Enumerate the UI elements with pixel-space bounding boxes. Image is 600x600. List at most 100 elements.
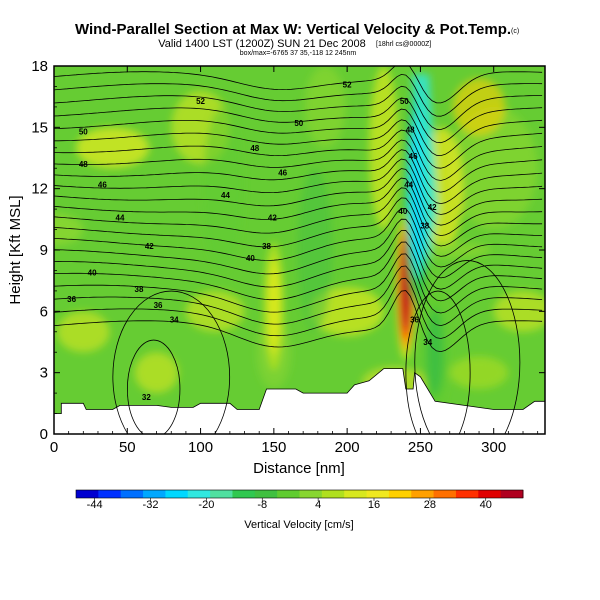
contour-label-text: 52 xyxy=(196,97,205,106)
colorbar-swatch xyxy=(165,490,189,498)
colorbar-swatch xyxy=(277,490,300,498)
theta-contour xyxy=(54,290,543,353)
contour-label: 46 xyxy=(278,168,287,177)
contour-label: 48 xyxy=(250,144,259,153)
contour-label-text: 38 xyxy=(262,242,271,251)
subtitle-location: box/max=-6765 37 35,-118 12 245nm xyxy=(240,50,357,57)
contour-label: 44 xyxy=(221,191,230,200)
velocity-patch xyxy=(202,107,243,271)
contour-label: 40 xyxy=(398,207,407,216)
theta-contour-closed xyxy=(126,339,181,434)
colorbar-frame xyxy=(75,489,524,499)
colorbar-swatch xyxy=(98,490,122,498)
contour-label-text: 46 xyxy=(278,168,287,177)
velocity-patch xyxy=(369,66,399,230)
y-tick-label: 18 xyxy=(31,58,48,75)
x-tick-label: 200 xyxy=(335,439,360,456)
velocity-patch xyxy=(452,78,506,136)
theta-contour xyxy=(54,207,543,268)
contour-label: 46 xyxy=(98,181,107,190)
x-tick-label: 150 xyxy=(261,439,286,456)
theta-contour xyxy=(54,73,543,117)
contour-label: 36 xyxy=(410,316,419,325)
velocity-patch xyxy=(54,213,84,246)
contour-label: 34 xyxy=(423,338,432,347)
contour-label: 36 xyxy=(67,295,76,304)
theta-contour xyxy=(54,265,543,327)
contour-label: 52 xyxy=(196,97,205,106)
velocity-patch xyxy=(449,356,509,389)
contour-label: 38 xyxy=(420,221,429,230)
contour-label-text: 36 xyxy=(410,316,419,325)
contour-label-text: 36 xyxy=(67,295,76,304)
x-axis: 0 50 100 150 200 250 300 xyxy=(50,66,539,456)
colorbar-swatch xyxy=(321,490,345,498)
x-tick-label: 100 xyxy=(188,439,213,456)
contour-label-text: 38 xyxy=(420,221,429,230)
colorbar-tick-label: -44 xyxy=(87,499,103,511)
colorbar: -44 -32 -20 -8 4 16 28 40 xyxy=(75,489,524,511)
colorbar-swatch xyxy=(299,490,323,498)
subtitle-note: [18hrl cs@0000Z] xyxy=(376,41,431,48)
x-tick-label: 50 xyxy=(119,439,136,456)
theta-contour xyxy=(54,253,543,314)
downdraft-streak xyxy=(411,74,439,271)
colorbar-swatch xyxy=(187,490,211,498)
colorbar-swatch xyxy=(411,490,435,498)
colorbar-swatch xyxy=(366,490,390,498)
plot-area: 52 52 50 50 50 48 48 48 46 46 46 44 44 44 42 42 42 40 40 40… xyxy=(54,66,545,434)
contour-label: 52 xyxy=(343,80,352,89)
contour-label: 46 xyxy=(409,152,418,161)
x-axis-label: Distance [nm] xyxy=(253,460,345,477)
contour-label: 38 xyxy=(135,285,144,294)
x-tick-label: 250 xyxy=(408,439,433,456)
contour-label: 50 xyxy=(400,97,409,106)
velocity-patch xyxy=(297,168,333,332)
contour-label-text: 42 xyxy=(268,213,277,222)
contour-label-text: 48 xyxy=(250,144,259,153)
y-tick-label: 3 xyxy=(40,365,48,382)
title-mark: (c) xyxy=(511,28,519,35)
theta-contour xyxy=(54,218,543,279)
contour-label-text: 44 xyxy=(116,213,125,222)
contour-label-text: 32 xyxy=(142,393,151,402)
contour-label-text: 36 xyxy=(154,301,163,310)
velocity-patch xyxy=(449,107,538,230)
colorbar-swatch xyxy=(120,490,144,498)
theta-contour xyxy=(54,119,543,169)
chart-subtitle: Valid 1400 LST (1200Z) SUN 21 Dec 2008 xyxy=(158,38,366,50)
velocity-patch xyxy=(310,286,384,336)
colorbar-swatch xyxy=(388,490,412,498)
theta-contour-closed xyxy=(112,290,231,434)
contour-label-text: 40 xyxy=(398,207,407,216)
contour-label-text: 44 xyxy=(404,181,413,190)
velocity-patch xyxy=(186,290,245,332)
contour-label-text: 46 xyxy=(409,152,418,161)
colorbar-label: Vertical Velocity [cm/s] xyxy=(244,519,353,531)
colorbar-swatch xyxy=(210,490,233,498)
theta-contour xyxy=(54,97,543,144)
colorbar-swatch xyxy=(143,490,166,498)
contour-label: 50 xyxy=(294,119,303,128)
theta-contour xyxy=(54,149,543,205)
contour-label: 48 xyxy=(79,160,88,169)
contour-label-text: 38 xyxy=(135,285,144,294)
colorbar-tick-label: 40 xyxy=(480,499,492,511)
colorbar-swatch xyxy=(232,490,256,498)
terrain xyxy=(54,368,545,434)
contour-label-text: 34 xyxy=(423,338,432,347)
contour-label-text: 50 xyxy=(400,97,409,106)
colorbar-swatch xyxy=(344,490,368,498)
y-tick-label: 0 xyxy=(40,426,48,443)
colorbar-tick-label: 4 xyxy=(315,499,321,511)
contour-label-text: 42 xyxy=(145,242,154,251)
theta-contour-labels: 52 52 50 50 50 48 48 48 46 46 46 44 44 44 42 42 42 40 40 40… xyxy=(67,80,437,402)
contour-label: 42 xyxy=(145,242,154,251)
velocity-patch xyxy=(493,290,545,332)
x-tick-label: 300 xyxy=(481,439,506,456)
contour-label-text: 46 xyxy=(98,181,107,190)
contour-label: 50 xyxy=(79,127,88,136)
colorbar-swatch xyxy=(254,490,278,498)
